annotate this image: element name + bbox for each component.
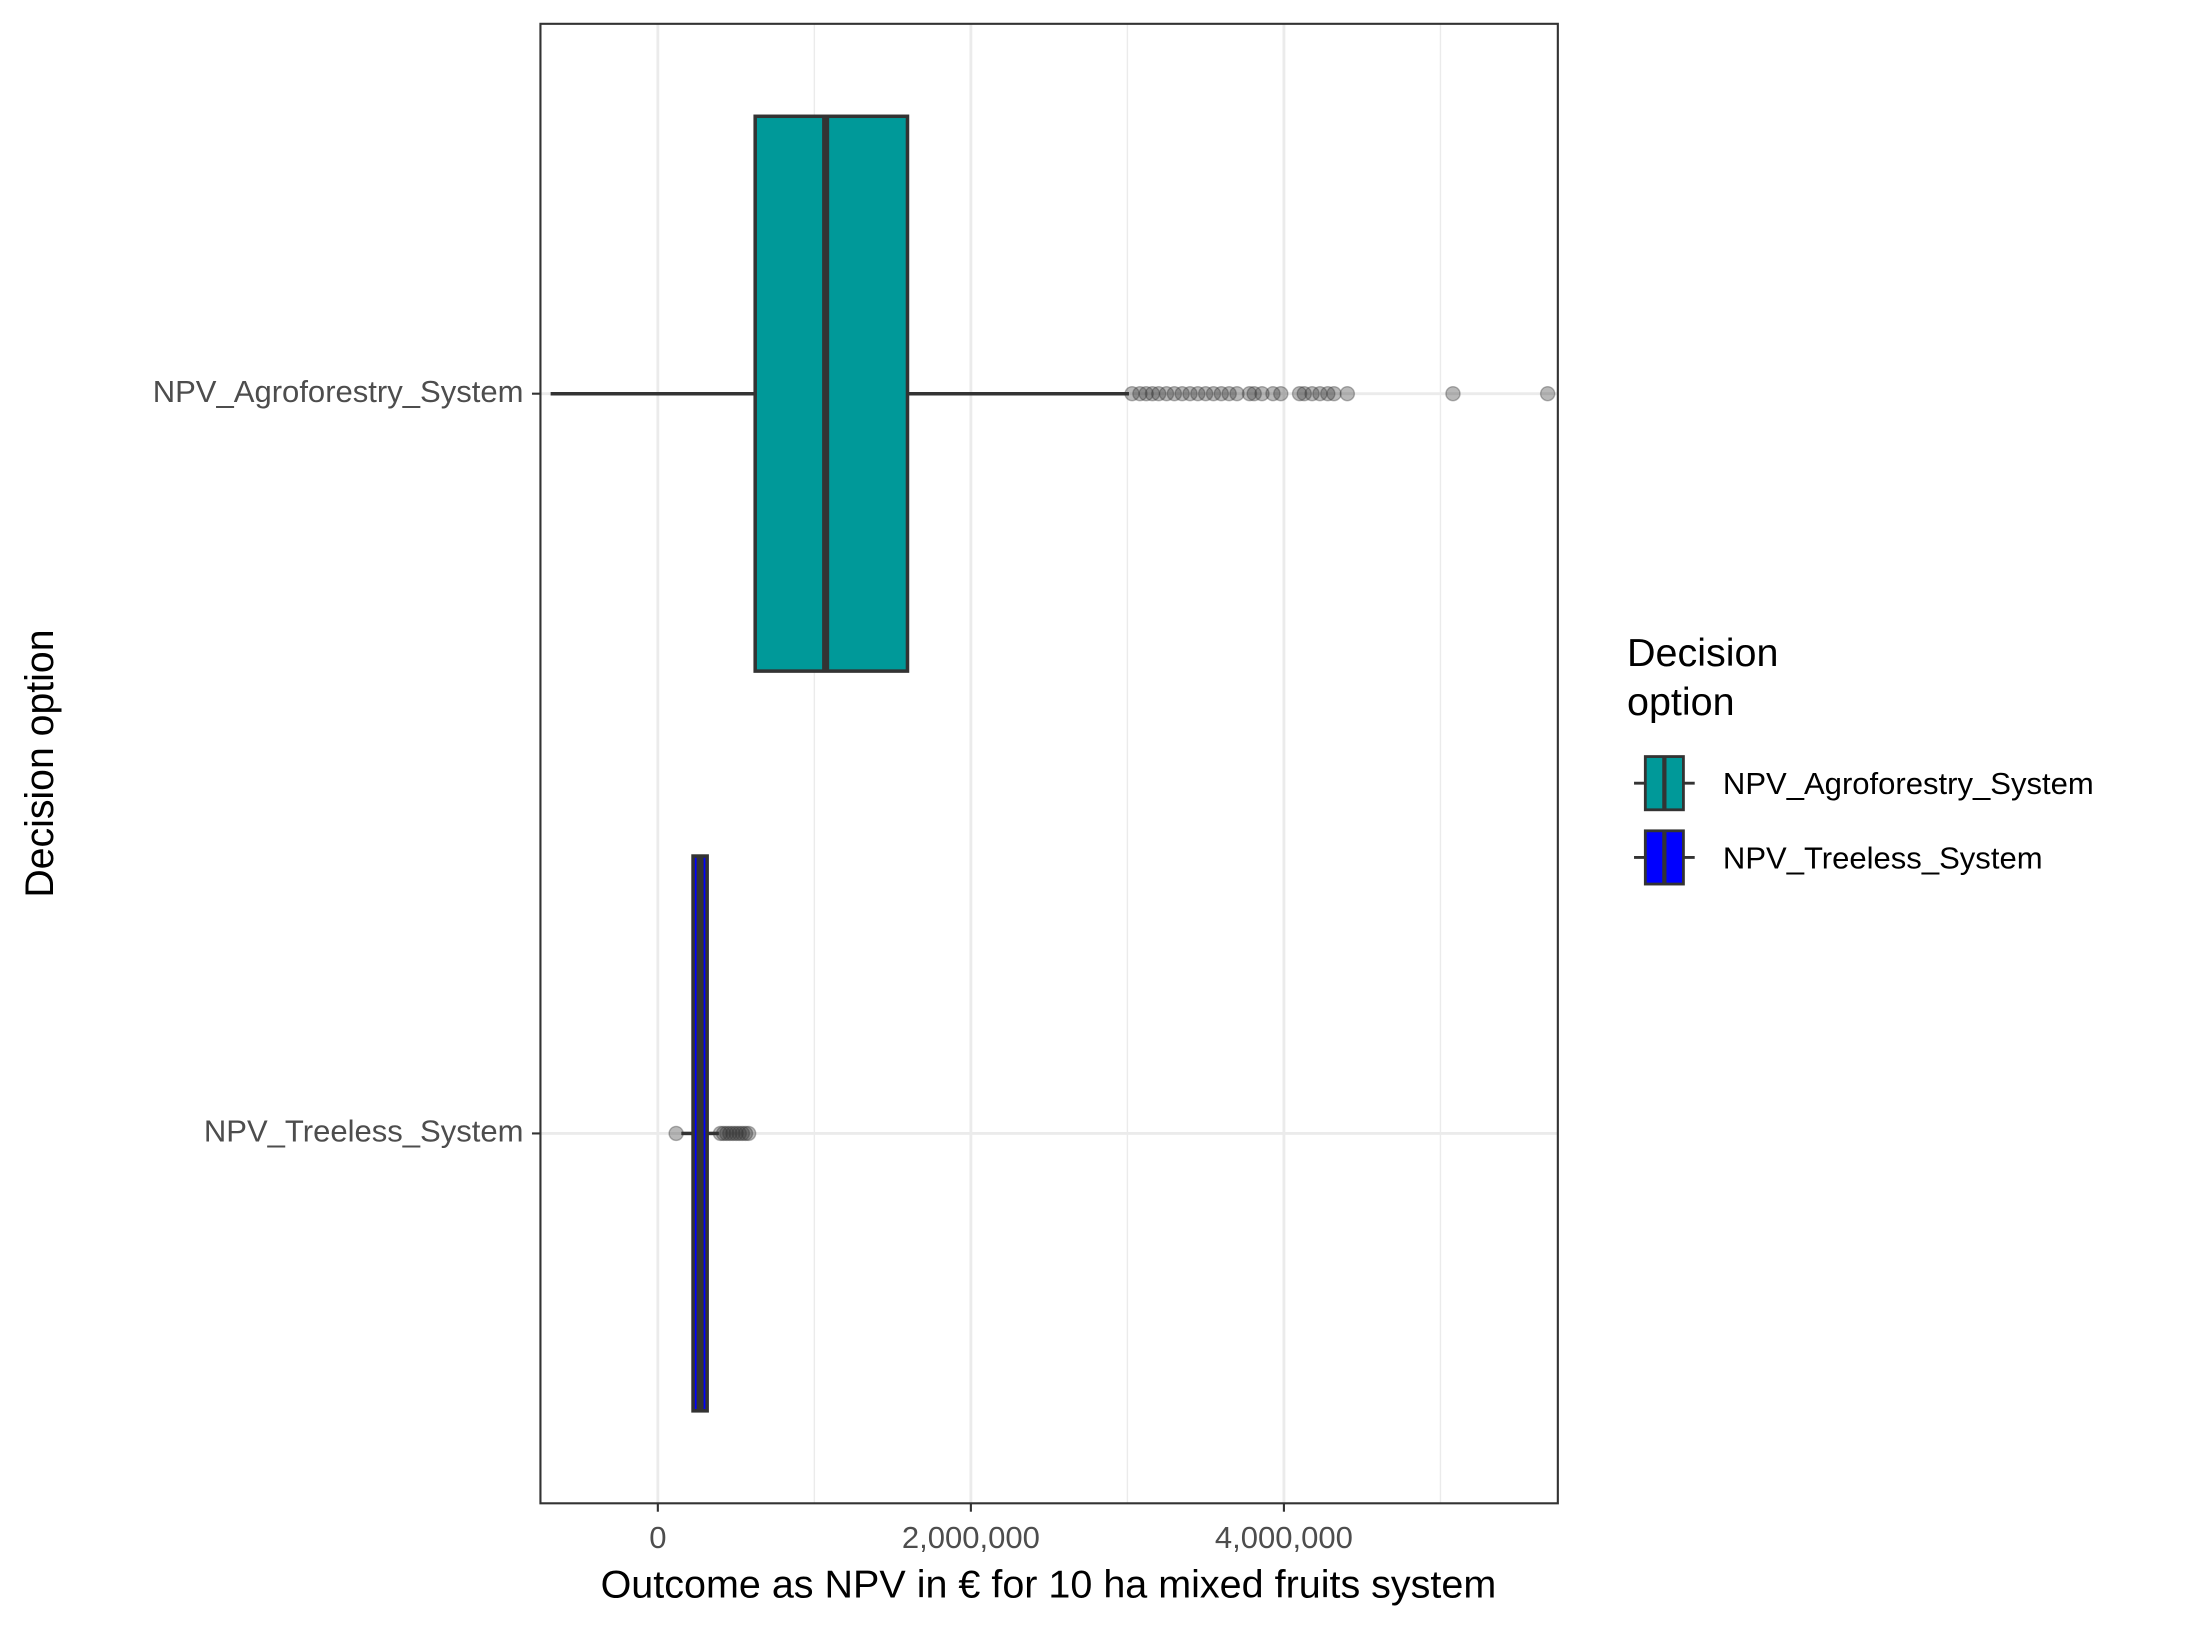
legend-label: NPV_Agroforestry_System — [1723, 766, 2094, 801]
y-tick-label: NPV_Treeless_System — [204, 1114, 524, 1149]
legend-label: NPV_Treeless_System — [1723, 840, 2043, 875]
outlier — [712, 1125, 729, 1142]
plot-border — [539, 22, 1559, 1505]
outlier — [1326, 385, 1342, 402]
legend-title: option — [1627, 680, 1735, 724]
outlier — [734, 1125, 751, 1142]
outlier — [1205, 385, 1222, 402]
outlier — [1273, 385, 1289, 402]
outlier — [1166, 385, 1183, 402]
outlier — [1197, 385, 1214, 402]
outlier — [1229, 385, 1245, 402]
outlier — [718, 1125, 735, 1142]
outlier — [1539, 385, 1556, 402]
outlier — [737, 1125, 754, 1142]
outlier — [1132, 385, 1148, 402]
legend-title: Decision — [1627, 631, 1778, 675]
outlier — [722, 1125, 738, 1142]
y-axis-label: Decision option — [18, 629, 62, 897]
outlier — [1174, 385, 1190, 402]
outlier — [1241, 385, 1258, 402]
outlier — [1304, 385, 1320, 402]
outlier — [1138, 385, 1154, 402]
y-tick-label: NPV_Agroforestry_System — [153, 374, 524, 409]
outlier — [1182, 385, 1198, 402]
outlier — [1246, 385, 1262, 402]
outlier — [1150, 385, 1167, 402]
outlier — [740, 1125, 757, 1142]
x-tick-label: 0 — [649, 1520, 666, 1555]
outlier — [1213, 385, 1230, 402]
outlier — [1144, 385, 1161, 402]
outlier — [1221, 385, 1237, 402]
outlier — [715, 1125, 732, 1142]
outlier — [1319, 385, 1336, 402]
outlier — [668, 1125, 684, 1142]
outlier — [1296, 385, 1313, 402]
outlier — [1124, 385, 1140, 402]
outlier — [1190, 385, 1206, 402]
outlier — [731, 1125, 747, 1142]
outlier — [725, 1125, 741, 1142]
outlier — [1339, 385, 1356, 402]
x-tick-label: 2,000,000 — [902, 1520, 1040, 1555]
x-axis-label: Outcome as NPV in € for 10 ha mixed frui… — [601, 1563, 1497, 1607]
x-tick-label: 4,000,000 — [1215, 1520, 1353, 1555]
outlier — [1254, 385, 1270, 402]
outlier — [1312, 385, 1328, 402]
outlier — [728, 1125, 744, 1142]
outlier — [1291, 385, 1308, 402]
outlier — [1445, 385, 1461, 402]
outlier — [1265, 385, 1281, 402]
outlier — [1158, 385, 1175, 402]
box — [753, 114, 910, 673]
